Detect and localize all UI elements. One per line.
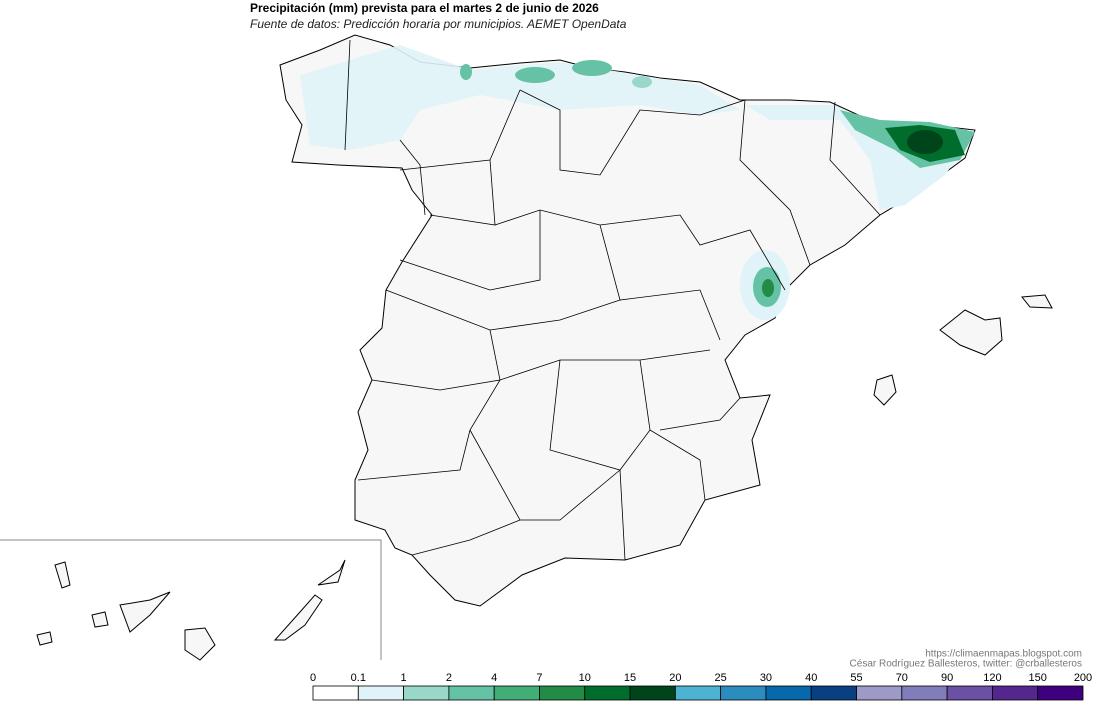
legend-break-label: 25: [715, 672, 727, 684]
legend-swatch: [312, 685, 359, 701]
legend-swatch: [1037, 685, 1084, 701]
precipitation-areas: [300, 45, 975, 320]
credit-url: https://climaenmapas.blogspot.com: [925, 649, 1082, 660]
legend-break-label: 200: [1074, 672, 1092, 684]
legend: 0 0.1 1 2 4 7 10 15 20 25 30 40 55 70 90 120 150 200: [310, 672, 1092, 701]
legend-swatch: [992, 685, 1039, 701]
subtitle: Fuente de datos: Predicción horaria por …: [250, 17, 627, 31]
legend-swatch: [674, 685, 722, 701]
legend-swatch: [856, 685, 903, 701]
legend-swatch: [946, 685, 993, 701]
legend-break-label: 7: [536, 672, 542, 684]
legend-swatch: [629, 685, 676, 701]
legend-break-label: 30: [760, 672, 772, 684]
legend-swatch: [584, 685, 631, 701]
legend-break-label: 40: [805, 672, 817, 684]
legend-swatch: [810, 685, 857, 701]
legend-break-label: 4: [491, 672, 497, 684]
legend-swatch: [357, 685, 404, 701]
legend-break-label: 20: [669, 672, 681, 684]
province-borders: [344, 39, 881, 561]
legend-break-label: 0: [310, 672, 316, 684]
legend-break-label: 55: [850, 672, 862, 684]
legend-break-label: 90: [941, 672, 953, 684]
legend-break-label: 150: [1029, 672, 1047, 684]
legend-swatch: [493, 685, 540, 701]
peninsula: [279, 34, 976, 607]
credit-author: César Rodríguez Ballesteros, twitter: @c…: [850, 659, 1082, 670]
legend-swatch: [765, 685, 812, 701]
legend-break-label: 0.1: [351, 672, 366, 684]
legend-break-label: 70: [896, 672, 908, 684]
balearic-islands: [873, 294, 1053, 406]
legend-swatch: [539, 685, 586, 701]
legend-swatch: [403, 685, 450, 701]
legend-break-label: 120: [983, 672, 1001, 684]
canary-inset: [0, 539, 382, 661]
legend-break-label: 2: [446, 672, 452, 684]
legend-break-label: 15: [624, 672, 636, 684]
legend-break-label: 10: [579, 672, 591, 684]
legend-swatch: [448, 685, 495, 701]
title: Precipitación (mm) prevista para el mart…: [250, 1, 599, 15]
legend-swatch: [720, 685, 767, 701]
legend-break-label: 1: [401, 672, 407, 684]
legend-swatch: [901, 685, 948, 701]
